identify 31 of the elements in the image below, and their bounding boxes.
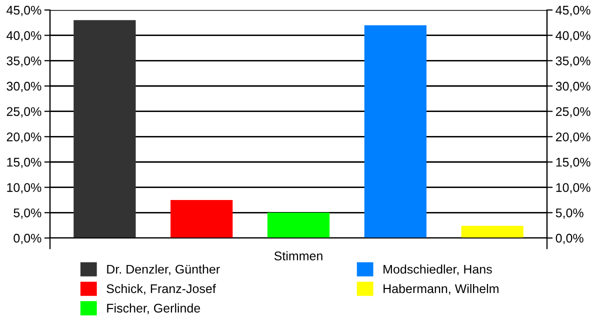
- y-tick-label: 25,0%: [6, 107, 42, 118]
- bar: [170, 200, 233, 238]
- bar: [364, 25, 426, 238]
- y2-tick-label: 35,0%: [556, 56, 590, 67]
- legend-label: Schick, Franz-Josef: [106, 284, 216, 295]
- y2-tick-label: 30,0%: [556, 82, 590, 92]
- y-tick-label: 0,0%: [14, 234, 42, 244]
- bar: [267, 212, 330, 238]
- y2-tick-label: 15,0%: [556, 158, 590, 168]
- y-tick-label: 35,0%: [6, 56, 42, 67]
- y2-tick-label: 25,0%: [556, 107, 590, 118]
- y-tick-label: 15,0%: [7, 158, 42, 168]
- bar: [74, 20, 136, 238]
- y-tick-label: 30,0%: [6, 82, 42, 92]
- legend-label: Habermann, Wilhelm: [384, 284, 498, 295]
- legend-label: Dr. Denzler, Günther: [107, 264, 220, 276]
- legend-label: Modschiedler, Hans: [384, 264, 492, 276]
- x-axis-title: Stimmen: [274, 251, 322, 260]
- y-tick-label: 20,0%: [6, 132, 42, 143]
- y2-tick-label: 20,0%: [556, 132, 590, 143]
- y-tick-label: 5,0%: [14, 208, 42, 219]
- y2-tick-label: 5,0%: [556, 208, 584, 219]
- y2-tick-label: 0,0%: [556, 234, 584, 244]
- y-tick-label: 10,0%: [7, 183, 42, 194]
- legend-label: Fischer, Gerlinde: [107, 303, 200, 314]
- bar: [461, 226, 524, 238]
- y-tick-label: 40,0%: [6, 31, 42, 42]
- y-tick-label: 45,0%: [6, 6, 42, 16]
- y2-tick-label: 40,0%: [556, 31, 590, 42]
- y2-tick-label: 10,0%: [556, 183, 590, 194]
- y2-tick-label: 45,0%: [556, 6, 590, 16]
